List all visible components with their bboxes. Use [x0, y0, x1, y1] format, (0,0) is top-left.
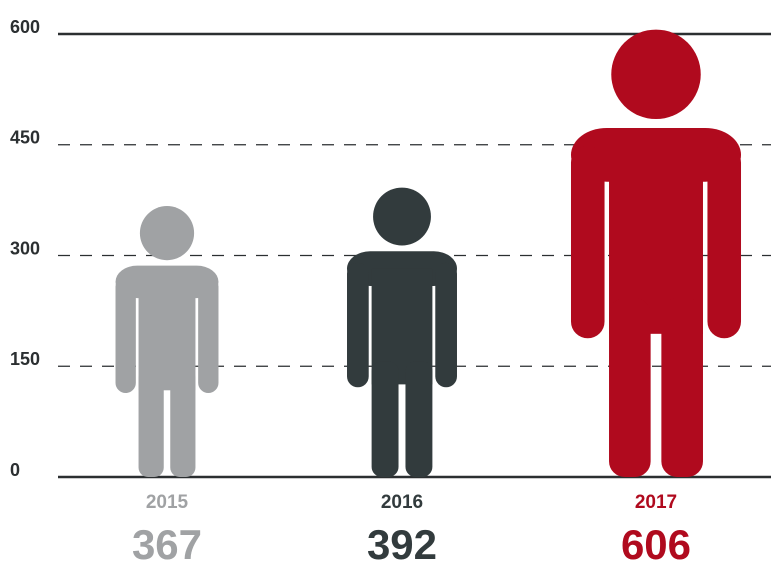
leg: [661, 298, 703, 477]
value-label: 367: [132, 521, 202, 567]
leg: [138, 368, 164, 477]
arm: [707, 145, 742, 339]
person-figure: [115, 206, 219, 477]
person-figure: [570, 29, 742, 477]
value-label: 606: [621, 521, 691, 567]
y-tick-label: 600: [10, 17, 40, 37]
arm: [198, 276, 219, 393]
leg: [371, 361, 399, 477]
leg: [405, 361, 433, 477]
arm: [347, 262, 369, 388]
x-tick-label: 2017: [635, 492, 677, 513]
y-tick-label: 300: [10, 238, 40, 258]
x-tick-label: 2016: [381, 492, 423, 513]
head: [373, 187, 431, 246]
y-tick-label: 150: [10, 349, 40, 369]
arm: [115, 276, 136, 393]
value-label: 392: [367, 521, 437, 567]
person-figure: [347, 187, 457, 477]
arm: [435, 262, 457, 388]
head: [611, 29, 701, 120]
arm: [570, 145, 605, 339]
leg: [609, 298, 651, 477]
x-tick-label: 2015: [146, 492, 189, 513]
leg: [170, 368, 196, 477]
y-tick-label: 0: [10, 460, 20, 480]
y-tick-label: 450: [10, 128, 40, 148]
head: [139, 206, 195, 261]
